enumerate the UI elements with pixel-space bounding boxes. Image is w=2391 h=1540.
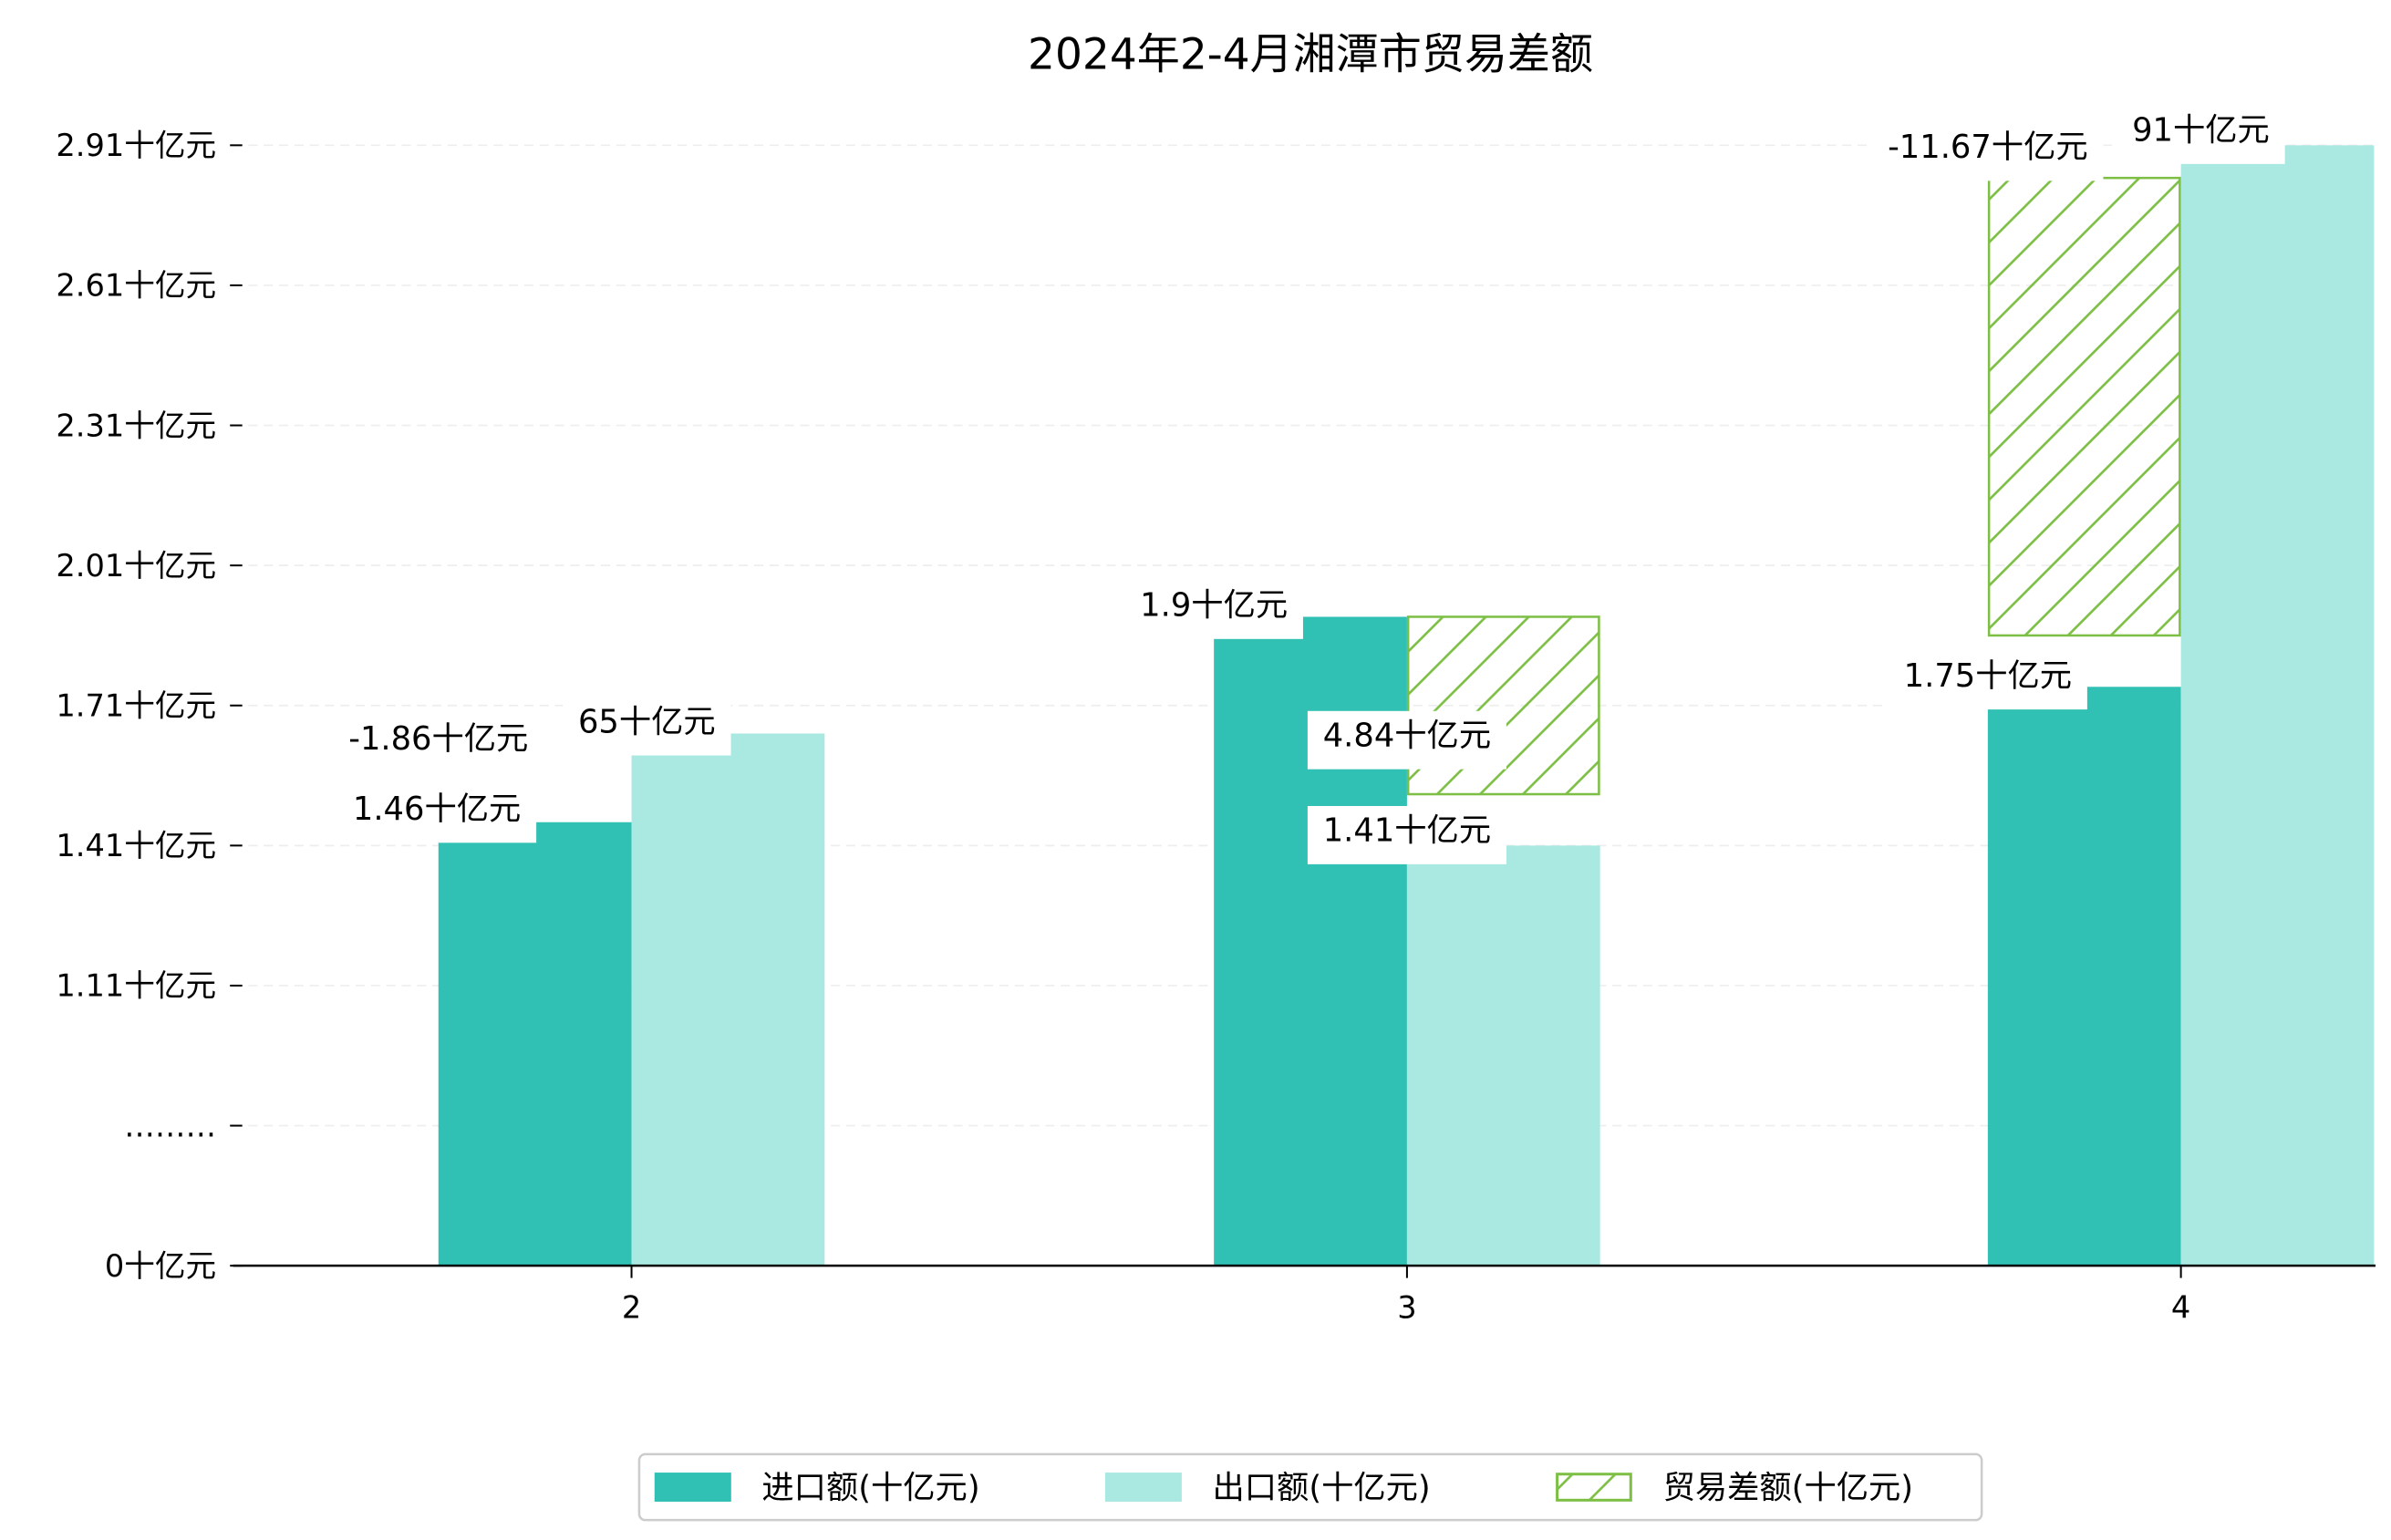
import-label: 1.46十亿元	[353, 791, 521, 828]
y-tick-label: 0十亿元	[105, 1248, 216, 1284]
trade-balance-label: 4.84十亿元	[1323, 717, 1491, 754]
trade-balance-label-group: 4.84十亿元	[1307, 710, 1506, 770]
export-label-group: 65十亿元	[563, 697, 731, 756]
trade-balance-bar	[1987, 176, 2181, 637]
trade-balance-label-group: -1.86十亿元	[333, 714, 544, 773]
export-label: 1.41十亿元	[1323, 812, 1491, 850]
legend-label: 进口额(十亿元)	[761, 1470, 979, 1507]
y-tick-label: 2.01十亿元	[56, 548, 216, 584]
legend-frame	[637, 1452, 1983, 1522]
legend-label: 贸易差额(十亿元)	[1663, 1470, 1914, 1507]
chart-title: 2024年2-4月湘潭市贸易差额	[1028, 30, 1593, 80]
export-label-group: 91十亿元	[2117, 105, 2285, 164]
y-tick-label: 1.41十亿元	[56, 828, 216, 863]
legend-swatch	[654, 1473, 731, 1502]
export-label: 65十亿元	[578, 703, 716, 740]
y-tick-label: 1.11十亿元	[56, 968, 216, 1004]
y-tick-label: 2.91十亿元	[56, 128, 216, 163]
label-background	[2117, 105, 2285, 164]
x-tick-label: 4	[2171, 1289, 2190, 1325]
label-background	[1124, 580, 1303, 639]
import-label: 1.75十亿元	[1904, 657, 2072, 695]
import-label-group: 1.46十亿元	[337, 784, 537, 843]
export-label-group: 1.41十亿元	[1307, 805, 1506, 864]
label-background	[1307, 805, 1506, 864]
y-tick-label: ………	[124, 1108, 216, 1143]
trade-balance-label: -11.67十亿元	[1888, 129, 2088, 166]
label-background	[1872, 122, 2104, 181]
trade-balance-label-group: -11.67十亿元	[1872, 122, 2104, 181]
x-tick-label: 3	[1397, 1289, 1416, 1325]
import-label: 1.9十亿元	[1140, 587, 1288, 625]
legend-swatch	[1104, 1473, 1182, 1502]
label-background	[1307, 710, 1506, 770]
export-bar	[2180, 145, 2375, 1266]
trade-balance-label: -1.86十亿元	[348, 720, 528, 758]
legend-label: 出口额(十亿元)	[1212, 1470, 1430, 1507]
import-label-group: 1.75十亿元	[1888, 651, 2087, 710]
legend: 进口额(十亿元) 出口额(十亿元) 贸易差额(十亿元)	[637, 1452, 1983, 1522]
y-tick-label: 1.71十亿元	[56, 688, 216, 724]
label-background	[563, 697, 731, 756]
export-label: 91十亿元	[2132, 112, 2270, 150]
export-bar	[631, 733, 825, 1266]
x-tick-label: 2	[622, 1289, 641, 1325]
label-background	[337, 784, 537, 843]
label-background	[333, 714, 544, 773]
import-bar	[438, 822, 632, 1266]
y-tick-label: 2.31十亿元	[56, 408, 216, 443]
y-tick-label: 2.61十亿元	[56, 268, 216, 304]
export-bar	[1406, 845, 1600, 1266]
import-bar	[1987, 687, 2181, 1266]
legend-swatch-trade-balance	[1556, 1473, 1632, 1502]
import-label-group: 1.9十亿元	[1124, 580, 1303, 639]
label-background	[1888, 651, 2087, 710]
